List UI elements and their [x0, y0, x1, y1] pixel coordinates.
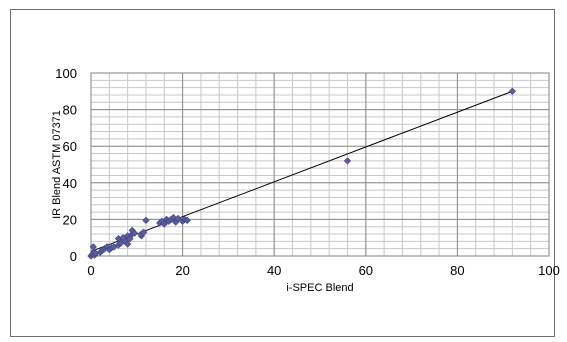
linear-trendline	[90, 90, 513, 252]
data-point	[343, 157, 352, 165]
x-tick-label: 0	[87, 263, 94, 278]
y-tick-label: 100	[55, 66, 77, 81]
x-tick-labels: 0 20 40 60 80 100	[87, 263, 559, 278]
y-tick-label: 40	[63, 176, 77, 191]
data-markers	[87, 87, 516, 260]
x-tick-label: 60	[359, 263, 373, 278]
data-point	[508, 87, 516, 95]
x-tick-label: 20	[175, 263, 189, 278]
y-axis-title: IR Blend ASTM 07371	[51, 110, 63, 219]
x-axis-title: i-SPEC Blend	[286, 282, 353, 294]
data-point	[183, 216, 191, 224]
data-point	[140, 228, 148, 236]
y-tick-label: 20	[63, 212, 77, 227]
y-tick-label: 80	[63, 103, 77, 118]
data-point	[130, 229, 139, 237]
x-tick-label: 100	[538, 263, 560, 278]
chart-frame	[10, 9, 555, 337]
data-point	[160, 220, 168, 228]
data-point	[169, 213, 178, 222]
y-tick-label: 0	[70, 249, 77, 264]
data-point	[89, 243, 97, 251]
data-point	[126, 234, 134, 243]
y-tick-label: 60	[63, 139, 77, 154]
data-point	[124, 240, 132, 248]
x-tick-label: 80	[450, 263, 464, 278]
data-point	[174, 214, 182, 223]
plot-area-border	[90, 72, 550, 257]
data-point	[142, 216, 150, 224]
y-tick-labels: 0 20 40 60 80 100	[55, 66, 77, 264]
x-tick-label: 40	[267, 263, 281, 278]
